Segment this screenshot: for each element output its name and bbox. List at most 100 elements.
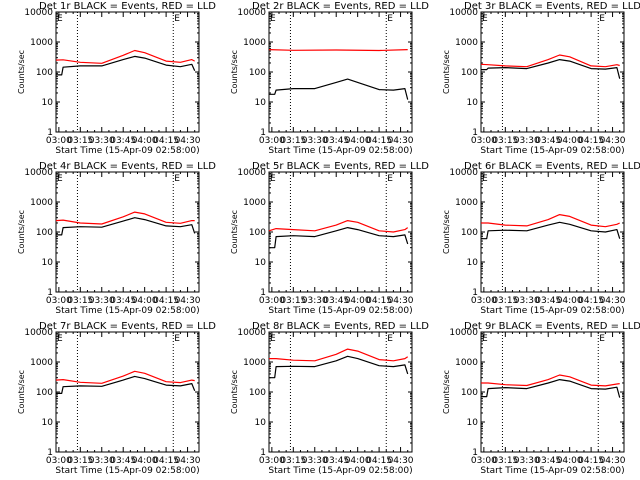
x-tick-label: 04:00 <box>557 456 583 466</box>
y-tick-label: 100 <box>461 228 478 238</box>
x-tick-label: 03:30 <box>89 456 115 466</box>
x-tick-label: 03:30 <box>302 136 328 146</box>
x-axis-label: Start Time (15-Apr-09 02:58:00) <box>55 146 199 156</box>
y-tick-label: 10000 <box>237 168 266 178</box>
x-tick-label: 04:00 <box>132 456 158 466</box>
y-tick-label: 1000 <box>30 198 53 208</box>
y-tick-label: 10 <box>255 98 267 108</box>
y-tick-label: 1000 <box>243 38 266 48</box>
chart-title: Det 7r BLACK = Events, RED = LLD <box>39 321 216 332</box>
x-tick-label: 03:00 <box>259 136 285 146</box>
x-tick-label: 03:00 <box>471 136 497 146</box>
x-tick-label: 03:15 <box>280 456 306 466</box>
corner-marker-left: E <box>270 334 276 344</box>
x-axis-label: Start Time (15-Apr-09 02:58:00) <box>268 146 412 156</box>
x-tick-label: 04:30 <box>175 136 201 146</box>
series-line-events <box>56 217 196 236</box>
y-tick-label: 100 <box>249 228 266 238</box>
corner-marker-left: E <box>482 14 488 24</box>
y-tick-label: 1 <box>260 288 266 298</box>
y-tick-label: 10 <box>42 98 54 108</box>
corner-marker-left: E <box>482 174 488 184</box>
x-tick-label: 03:00 <box>46 296 72 306</box>
chart-panel-3: Det 3r BLACK = Events, RED = LLD 1 10 100 10… <box>442 1 640 156</box>
x-tick-label: 04:30 <box>388 456 414 466</box>
y-tick-label: 10 <box>255 258 267 268</box>
corner-marker-right: E <box>387 174 393 184</box>
x-tick-label: 03:30 <box>514 136 540 146</box>
x-tick-label: 03:15 <box>67 296 93 306</box>
y-tick-label: 1 <box>47 288 53 298</box>
x-tick-label: 03:15 <box>280 296 306 306</box>
chart-title: Det 2r BLACK = Events, RED = LLD <box>252 1 429 12</box>
corner-marker-left: E <box>57 14 63 24</box>
x-tick-label: 03:15 <box>67 136 93 146</box>
y-tick-label: 1 <box>472 288 478 298</box>
y-tick-label: 1000 <box>455 358 478 368</box>
y-tick-label: 1000 <box>30 358 53 368</box>
y-tick-label: 10000 <box>24 8 53 18</box>
corner-marker-right: E <box>599 174 605 184</box>
chart-panel-9: Det 9r BLACK = Events, RED = LLD 1 10 100 10… <box>442 321 640 476</box>
x-axis-label: Start Time (15-Apr-09 02:58:00) <box>480 306 624 316</box>
y-axis-label: Counts/sec <box>17 210 26 254</box>
chart-panel-8: Det 8r BLACK = Events, RED = LLD 1 10 100 10… <box>230 321 429 476</box>
y-tick-label: 10 <box>467 258 479 268</box>
y-axis-label: Counts/sec <box>230 370 239 414</box>
y-tick-label: 1000 <box>455 38 478 48</box>
chart-panel-2: Det 2r BLACK = Events, RED = LLD 1 10 100 10… <box>230 1 429 156</box>
x-tick-label: 04:00 <box>345 296 371 306</box>
y-tick-label: 1 <box>47 448 53 458</box>
y-tick-label: 1 <box>472 128 478 138</box>
y-axis-label: Counts/sec <box>17 50 26 94</box>
x-axis-label: Start Time (15-Apr-09 02:58:00) <box>480 466 624 476</box>
x-tick-label: 03:45 <box>110 296 136 306</box>
y-tick-label: 10000 <box>237 328 266 338</box>
series-line-events <box>56 55 196 76</box>
y-tick-label: 10000 <box>449 328 478 338</box>
y-tick-label: 1 <box>47 128 53 138</box>
series-line-lld <box>55 370 195 384</box>
x-tick-label: 03:45 <box>535 296 561 306</box>
chart-panel-7: Det 7r BLACK = Events, RED = LLD 1 10 100 10… <box>17 321 216 476</box>
chart-panel-5: Det 5r BLACK = Events, RED = LLD 1 10 100 10… <box>230 161 429 316</box>
y-tick-label: 1 <box>260 128 266 138</box>
chart-panel-1: Det 1r BLACK = Events, RED = LLD 1 10 100 10… <box>17 1 216 156</box>
x-tick-label: 03:30 <box>89 296 115 306</box>
series-line-lld <box>55 49 195 64</box>
y-tick-label: 10000 <box>237 8 266 18</box>
y-tick-label: 10000 <box>449 168 478 178</box>
x-tick-label: 04:15 <box>366 136 392 146</box>
y-axis-label: Counts/sec <box>442 50 451 94</box>
y-tick-label: 10 <box>255 418 267 428</box>
y-tick-label: 100 <box>36 388 53 398</box>
series-line-events <box>481 221 621 240</box>
y-axis-label: Counts/sec <box>17 370 26 414</box>
corner-marker-right: E <box>387 14 393 24</box>
corner-marker-right: E <box>387 334 393 344</box>
x-tick-label: 04:30 <box>388 296 414 306</box>
corner-marker-left: E <box>57 174 63 184</box>
series-line-lld <box>481 214 620 228</box>
x-tick-label: 04:30 <box>388 136 414 146</box>
x-tick-label: 04:00 <box>345 456 371 466</box>
x-tick-label: 04:00 <box>557 136 583 146</box>
x-tick-label: 03:00 <box>471 296 497 306</box>
x-tick-label: 04:15 <box>578 136 604 146</box>
corner-marker-right: E <box>174 14 180 24</box>
y-tick-label: 10000 <box>449 8 478 18</box>
x-tick-label: 03:15 <box>492 136 518 146</box>
chart-title: Det 1r BLACK = Events, RED = LLD <box>39 1 216 12</box>
series-line-events <box>481 58 621 79</box>
x-tick-label: 03:00 <box>471 456 497 466</box>
y-tick-label: 100 <box>36 68 53 78</box>
series-line-lld <box>481 374 620 387</box>
series-line-lld <box>268 49 408 52</box>
y-tick-label: 10 <box>467 418 479 428</box>
x-axis-label: Start Time (15-Apr-09 02:58:00) <box>55 466 199 476</box>
corner-marker-left: E <box>270 174 276 184</box>
x-tick-label: 03:45 <box>110 456 136 466</box>
chart-title: Det 4r BLACK = Events, RED = LLD <box>39 161 216 172</box>
y-tick-label: 1000 <box>455 198 478 208</box>
